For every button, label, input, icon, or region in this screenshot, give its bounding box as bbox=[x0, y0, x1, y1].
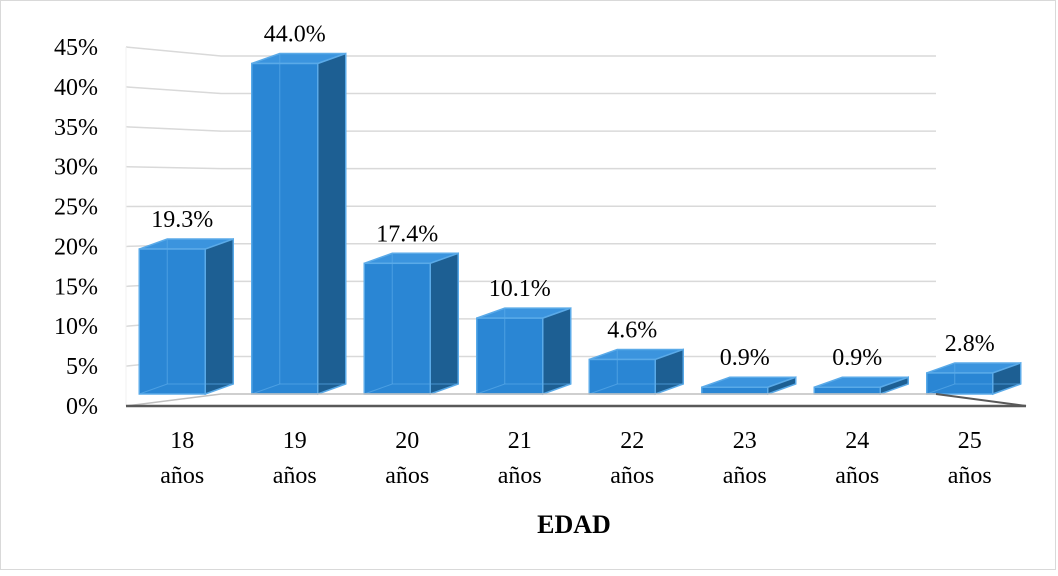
x-tick-label: 22 bbox=[620, 428, 644, 454]
data-label: 2.8% bbox=[945, 331, 995, 357]
data-label: 10.1% bbox=[489, 276, 551, 302]
x-tick-label: 23 bbox=[733, 428, 757, 454]
data-label: 19.3% bbox=[151, 207, 213, 233]
gridline bbox=[126, 47, 936, 56]
bar-front-face bbox=[139, 249, 205, 394]
floor-right-edge bbox=[936, 394, 1026, 406]
y-tick-label: 45% bbox=[54, 35, 98, 61]
bar-side-face bbox=[205, 239, 233, 394]
bar bbox=[139, 239, 233, 394]
x-tick-label: años bbox=[385, 463, 429, 489]
bar bbox=[927, 363, 1021, 394]
bar bbox=[702, 377, 796, 394]
y-tick-label: 10% bbox=[54, 314, 98, 340]
floor-back-edge bbox=[126, 394, 936, 406]
x-tick-label: años bbox=[273, 463, 317, 489]
bar-side-face bbox=[318, 54, 346, 394]
bar-front-face bbox=[814, 387, 880, 394]
gridline bbox=[126, 127, 936, 131]
gridline bbox=[126, 167, 936, 169]
bar-side-face bbox=[543, 308, 571, 394]
x-tick-label: años bbox=[948, 463, 992, 489]
data-label: 4.6% bbox=[607, 317, 657, 343]
x-tick-label: 21 bbox=[508, 428, 532, 454]
data-label: 0.9% bbox=[720, 345, 770, 371]
x-tick-label: 20 bbox=[395, 428, 419, 454]
y-tick-label: 15% bbox=[54, 274, 98, 300]
y-tick-label: 30% bbox=[54, 155, 98, 181]
x-axis-title: EDAD bbox=[537, 510, 611, 539]
bar-front-face bbox=[252, 64, 318, 394]
bar bbox=[364, 253, 458, 394]
bar-side-face bbox=[430, 253, 458, 394]
x-tick-label: 25 bbox=[958, 428, 982, 454]
y-tick-label: 35% bbox=[54, 115, 98, 141]
bars bbox=[139, 54, 1021, 394]
data-label: 44.0% bbox=[264, 22, 326, 48]
data-label: 0.9% bbox=[832, 345, 882, 371]
bar bbox=[252, 54, 346, 394]
bar-front-face bbox=[477, 318, 543, 394]
x-tick-label: 19 bbox=[283, 428, 307, 454]
y-tick-label: 0% bbox=[66, 394, 98, 420]
x-tick-label: años bbox=[610, 463, 654, 489]
y-tick-label: 25% bbox=[54, 195, 98, 221]
bar bbox=[477, 308, 571, 394]
y-tick-label: 20% bbox=[54, 234, 98, 260]
data-label: 17.4% bbox=[376, 221, 438, 247]
gridline bbox=[126, 87, 936, 94]
chart-floor bbox=[126, 394, 1026, 406]
gridline bbox=[126, 244, 936, 247]
x-tick-label: 18 bbox=[170, 428, 194, 454]
y-axis-ticks: 0% 5% 10% 15% 20% 25% 30% 35% 40% 45% bbox=[54, 35, 98, 420]
y-tick-label: 5% bbox=[66, 354, 98, 380]
x-axis-categories: 18 años 19 años 20 años 21 años 22 años 23 años 24 añ… bbox=[160, 428, 992, 489]
x-tick-label: años bbox=[723, 463, 767, 489]
bar bbox=[589, 349, 683, 394]
bar-front-face bbox=[589, 359, 655, 394]
x-tick-label: años bbox=[160, 463, 204, 489]
x-tick-label: años bbox=[498, 463, 542, 489]
bar bbox=[814, 377, 908, 394]
x-tick-label: 24 bbox=[845, 428, 869, 454]
bar-front-face bbox=[364, 263, 430, 394]
x-tick-label: años bbox=[835, 463, 879, 489]
y-tick-label: 40% bbox=[54, 75, 98, 101]
bar-front-face bbox=[702, 387, 768, 394]
